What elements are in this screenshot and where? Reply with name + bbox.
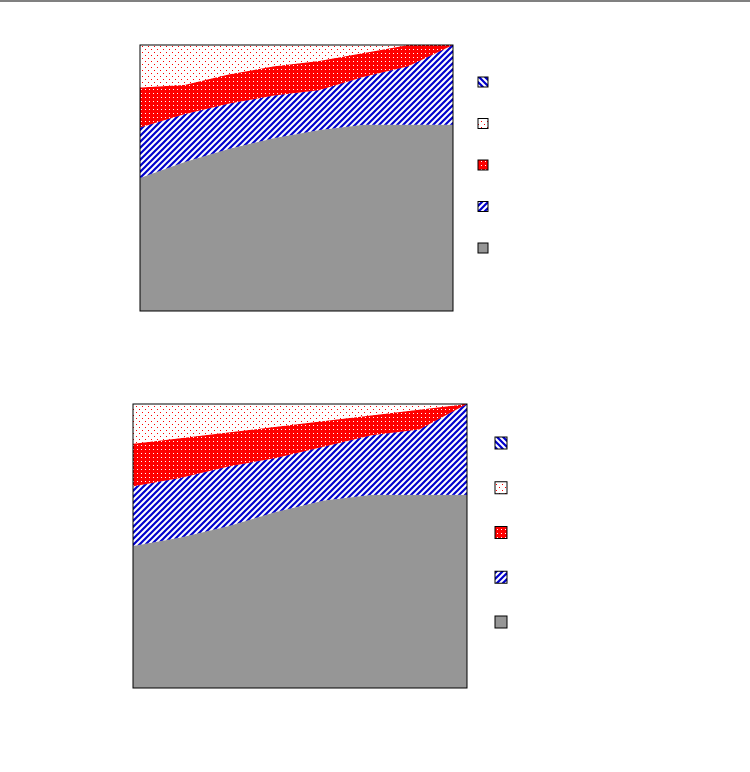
area	[133, 404, 467, 546]
area	[140, 124, 453, 311]
legend-swatch	[477, 118, 489, 129]
area	[140, 45, 453, 178]
legend-swatch	[477, 201, 489, 212]
legend-swatch	[494, 615, 508, 629]
area	[133, 404, 467, 487]
area	[133, 404, 467, 444]
plot-frame	[132, 403, 468, 689]
legend-swatch	[494, 570, 508, 584]
plot-frame	[139, 44, 454, 312]
area	[140, 45, 453, 88]
legend-swatch	[477, 76, 489, 88]
legend-swatch	[494, 481, 508, 495]
legend-swatch	[477, 242, 489, 254]
area	[140, 45, 453, 128]
legend-swatch	[494, 436, 508, 450]
chart	[132, 403, 508, 689]
chart	[139, 44, 489, 312]
area	[133, 494, 467, 688]
legend-swatch	[477, 159, 489, 171]
legend-swatch	[494, 526, 508, 539]
